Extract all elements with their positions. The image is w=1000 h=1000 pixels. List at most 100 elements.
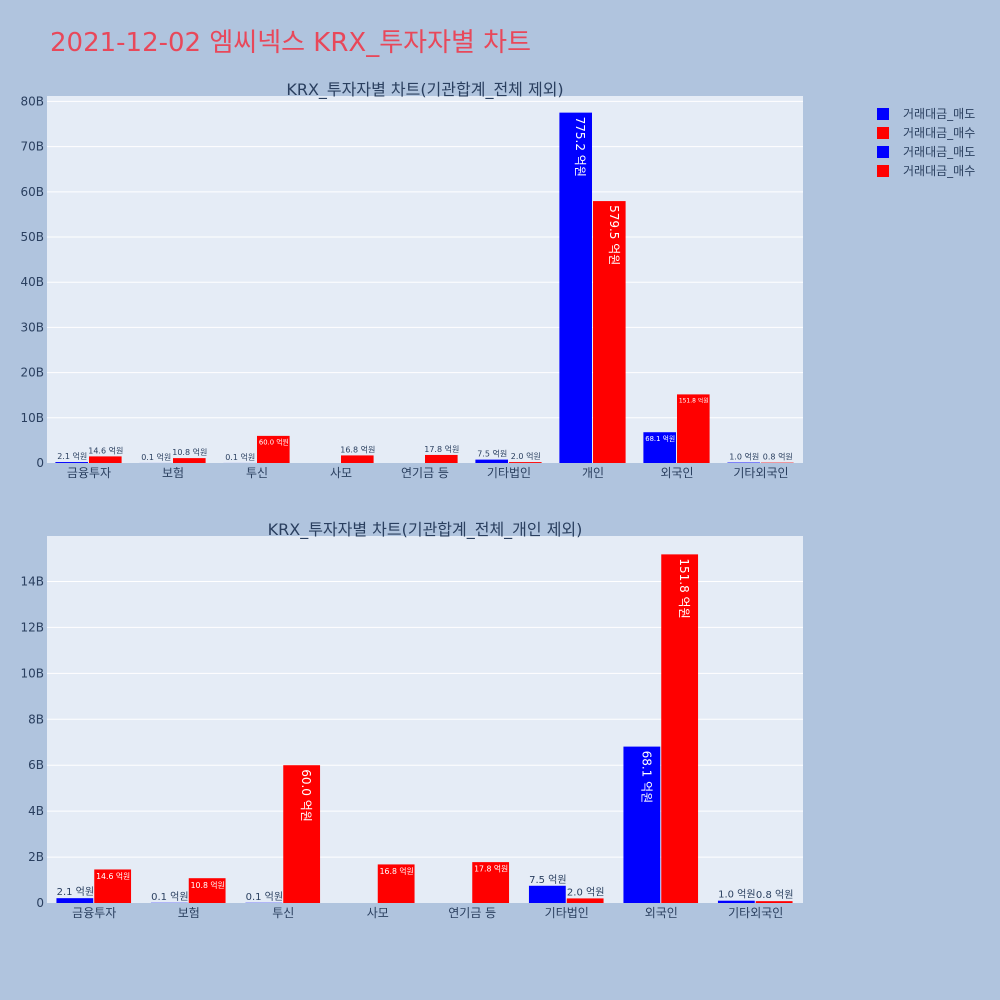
chart-top: 0 10B 20B 30B 40B 50B 60B 70B 80B KRX_투자자별 차트(기관합… xyxy=(20,80,803,480)
bar-sell[interactable] xyxy=(643,432,676,463)
bar-buy[interactable] xyxy=(425,454,458,463)
y-tick-label: 60B xyxy=(20,185,44,199)
bar-value-label: 17.8 억원 xyxy=(474,864,508,874)
bar-value-label: 151.8 억원 xyxy=(677,558,691,618)
bar-sell[interactable] xyxy=(56,898,94,903)
chart-title: KRX_투자자별 차트(기관합계_전체 제외) xyxy=(286,80,563,100)
bar-value-label: 151.8 억원 xyxy=(679,396,709,404)
bar-value-label: 0.1 억원 xyxy=(141,452,171,462)
y-tick-label: 70B xyxy=(20,140,44,154)
bar-value-label: 14.6 억원 xyxy=(88,445,123,455)
bar-value-label: 1.0 억원 xyxy=(729,452,759,462)
bar-buy[interactable] xyxy=(566,898,604,903)
x-tick-label: 기타법인 xyxy=(487,466,531,480)
bar-value-label: 16.8 억원 xyxy=(340,444,375,454)
bar-value-label: 0.8 억원 xyxy=(763,452,793,462)
x-tick-label: 연기금 등 xyxy=(448,906,496,920)
legend-label[interactable]: 거래대금_매수 xyxy=(903,126,975,140)
bar-sell[interactable] xyxy=(559,112,592,464)
legend-label[interactable]: 거래대금_매수 xyxy=(903,164,975,178)
bar-value-label: 7.5 억원 xyxy=(529,874,566,886)
bar-value-label: 2.1 억원 xyxy=(57,451,87,461)
bar-value-label: 10.8 억원 xyxy=(172,447,207,457)
bar-value-label: 579.5 억원 xyxy=(607,205,621,265)
bar-value-label: 14.6 억원 xyxy=(96,871,130,881)
x-tick-label: 보험 xyxy=(162,466,184,480)
x-tick-label: 외국인 xyxy=(660,466,693,480)
y-tick-label: 10B xyxy=(20,411,44,425)
x-tick-label: 연기금 등 xyxy=(401,466,449,480)
bar-sell[interactable] xyxy=(528,885,566,903)
y-tick-label: 0 xyxy=(36,456,44,470)
bar-sell[interactable] xyxy=(717,900,755,903)
chart-bottom: 0 2B 4B 6B 8B 10B 12B 14B KRX_투자자별 차트(기관합계_전체_개인… xyxy=(20,520,803,920)
y-tick-label: 8B xyxy=(28,712,44,726)
x-tick-label: 사모 xyxy=(330,466,352,480)
bar-buy[interactable] xyxy=(677,394,710,463)
y-tick-label: 4B xyxy=(28,804,44,818)
bar-value-label: 68.1 억원 xyxy=(639,751,653,804)
bar-value-label: 2.1 억원 xyxy=(57,886,94,898)
bar-buy[interactable] xyxy=(173,458,206,463)
bar-value-label: 60.0 억원 xyxy=(259,438,289,447)
bar-buy[interactable] xyxy=(755,901,793,903)
y-tick-label: 10B xyxy=(20,666,44,680)
bar-buy[interactable] xyxy=(188,878,226,903)
x-tick-label: 기타외국인 xyxy=(728,906,783,920)
bar-buy[interactable] xyxy=(472,862,510,903)
bar-value-label: 0.1 억원 xyxy=(225,452,255,462)
legend-swatch[interactable] xyxy=(877,146,889,158)
bar-value-label: 2.0 억원 xyxy=(511,451,541,461)
legend-label[interactable]: 거래대금_매도 xyxy=(903,145,975,159)
y-tick-label: 6B xyxy=(28,758,44,772)
bar-value-label: 0.1 억원 xyxy=(246,891,283,903)
x-tick-label: 투신 xyxy=(272,906,294,920)
y-tick-label: 80B xyxy=(20,94,44,108)
bar-buy[interactable] xyxy=(509,462,542,463)
legend-swatch[interactable] xyxy=(877,127,889,139)
bar-buy[interactable] xyxy=(89,456,122,463)
bar-sell[interactable] xyxy=(475,459,508,463)
legend-swatch[interactable] xyxy=(877,108,889,120)
bar-buy[interactable] xyxy=(341,455,374,463)
bar-sell[interactable] xyxy=(623,746,661,903)
bar-buy[interactable] xyxy=(661,554,699,903)
bar-value-label: 17.8 억원 xyxy=(424,444,459,454)
chart-title: KRX_투자자별 차트(기관합계_전체_개인 제외) xyxy=(268,520,583,540)
x-tick-label: 기타외국인 xyxy=(733,466,788,480)
x-tick-label: 보험 xyxy=(178,906,200,920)
bar-sell[interactable] xyxy=(55,462,88,463)
bar-buy[interactable] xyxy=(257,435,290,463)
x-tick-label: 개인 xyxy=(582,466,604,480)
bar-value-label: 775.2 억원 xyxy=(573,117,587,177)
legend-label[interactable]: 거래대금_매도 xyxy=(903,107,975,121)
bar-buy[interactable] xyxy=(283,765,321,903)
legend-swatch[interactable] xyxy=(877,165,889,177)
y-tick-label: 2B xyxy=(28,850,44,864)
y-tick-label: 0 xyxy=(36,896,44,910)
bar-value-label: 16.8 억원 xyxy=(380,866,414,876)
bar-buy[interactable] xyxy=(377,864,415,903)
bar-value-label: 7.5 억원 xyxy=(477,449,507,459)
x-tick-label: 금융투자 xyxy=(67,466,111,480)
bar-value-label: 10.8 억원 xyxy=(191,880,225,890)
x-tick-label: 외국인 xyxy=(645,906,678,920)
y-tick-label: 50B xyxy=(20,230,44,244)
bar-value-label: 0.8 억원 xyxy=(756,889,793,901)
y-tick-label: 30B xyxy=(20,320,44,334)
y-tick-label: 40B xyxy=(20,275,44,289)
bar-buy[interactable] xyxy=(593,201,626,463)
bar-value-label: 2.0 억원 xyxy=(567,886,604,898)
y-tick-label: 14B xyxy=(20,574,44,588)
y-tick-label: 20B xyxy=(20,366,44,380)
bar-value-label: 0.1 억원 xyxy=(151,891,188,903)
main-title: 2021-12-02 엠씨넥스 KRX_투자자별 차트 xyxy=(50,28,532,58)
x-tick-label: 사모 xyxy=(367,906,389,920)
bar-value-label: 68.1 억원 xyxy=(645,434,675,443)
bar-buy[interactable] xyxy=(94,869,132,903)
x-tick-label: 금융투자 xyxy=(72,906,116,920)
x-tick-label: 투신 xyxy=(246,466,268,480)
y-tick-label: 12B xyxy=(20,620,44,634)
